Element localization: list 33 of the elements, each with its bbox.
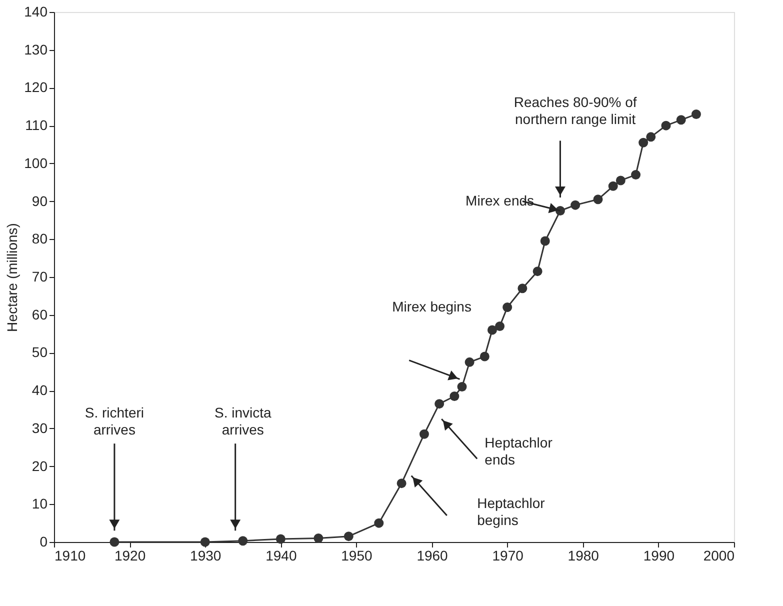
x-tick-label: 1960 (416, 548, 448, 564)
x-tick-label: 1980 (568, 548, 600, 564)
y-tick-label: 20 (32, 458, 48, 474)
y-tick-label: 10 (32, 496, 48, 512)
annotation: Heptachlor ends (484, 434, 553, 468)
x-tick-label: 1920 (114, 548, 146, 564)
x-tick-label: 1910 (54, 548, 86, 564)
annotation: Reaches 80-90% of northern range limit (514, 94, 637, 127)
y-axis-title: Hectare (millions) (4, 223, 20, 332)
y-tick-label: 30 (32, 420, 48, 436)
y-tick-label: 140 (24, 4, 48, 20)
y-tick-label: 90 (32, 192, 48, 209)
x-tick-label: 1940 (266, 548, 297, 564)
annotation: S. richteri arrives (84, 404, 144, 438)
annotation: S. invicta arrives (214, 404, 272, 438)
y-tick-label: 70 (32, 268, 48, 284)
y-tick-label: 0 (40, 534, 48, 550)
y-tick-label: 110 (25, 117, 48, 134)
x-tick-label: 1990 (643, 548, 675, 564)
y-tick-label: 100 (24, 154, 48, 171)
x-tick-label: 2000 (703, 548, 735, 564)
annotation: Heptachlor begins (477, 495, 546, 528)
y-tick-label: 130 (24, 41, 48, 58)
y-tick-label: 120 (24, 79, 48, 96)
y-tick-label: 50 (32, 344, 48, 360)
y-tick-label: 60 (32, 306, 48, 322)
y-tick-label: 80 (32, 230, 48, 247)
x-tick-label: 1930 (190, 548, 222, 564)
x-tick-label: 1950 (341, 548, 373, 564)
annotation: Mirex ends (466, 192, 534, 208)
x-tick-label: 1970 (492, 548, 524, 564)
annotation: Mirex begins (392, 298, 472, 314)
y-tick-label: 40 (32, 382, 48, 398)
